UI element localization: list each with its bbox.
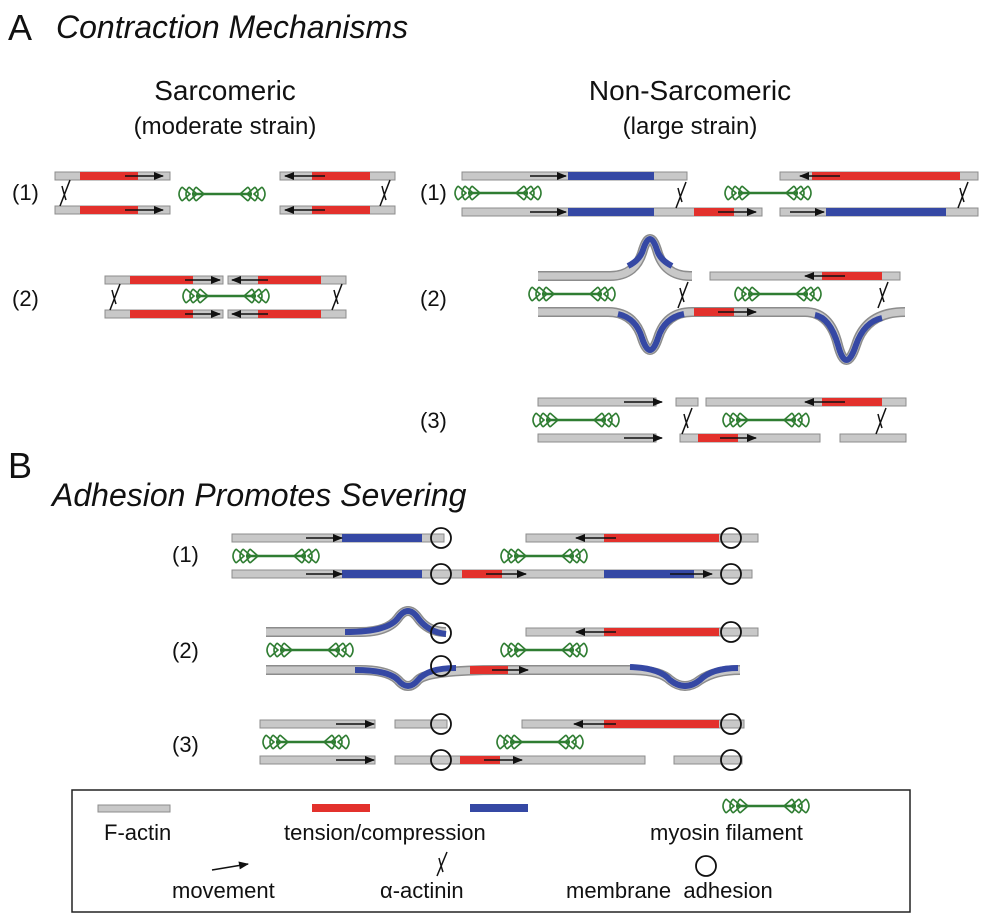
legend-alpha-actinin-label: α-actinin	[380, 878, 464, 903]
legend-adhesion-circle	[695, 855, 717, 877]
legend-adhesion-label: membrane adhesion	[566, 878, 773, 903]
row-label-a-nonsarc-1: (1)	[420, 180, 447, 205]
non-sarcomeric-subtitle: (large strain)	[623, 113, 758, 140]
row-label-a-sarc-1: (1)	[12, 180, 39, 205]
row-label-b-3: (3)	[172, 732, 199, 757]
panel-b-letter: B	[8, 445, 32, 486]
non-sarcomeric-state-1	[453, 171, 979, 217]
row-label-b-1: (1)	[172, 542, 199, 567]
legend-movement-label: movement	[172, 878, 275, 903]
legend-compression-swatch	[470, 804, 528, 812]
sarcomeric-subtitle: (moderate strain)	[134, 113, 317, 140]
sarcomeric-state-1	[54, 171, 396, 215]
panel-a-title: Contraction Mechanisms	[56, 9, 408, 45]
legend-myosin-label: myosin filament	[650, 820, 803, 845]
panel-a-letter: A	[8, 7, 32, 48]
adhesion-state-1	[231, 527, 759, 585]
sarcomeric-state-2	[104, 275, 347, 319]
row-label-b-2: (2)	[172, 638, 199, 663]
row-label-a-nonsarc-3: (3)	[420, 408, 447, 433]
row-label-a-sarc-2: (2)	[12, 286, 39, 311]
non-sarcomeric-title: Non-Sarcomeric	[589, 75, 791, 106]
adhesion-state-3	[259, 713, 745, 771]
legend-alpha-actinin-glyph	[436, 851, 448, 877]
panel-b-title: Adhesion Promotes Severing	[50, 477, 467, 513]
non-sarcomeric-state-2	[527, 234, 906, 365]
legend: F-actin tension/compression myosin filam…	[71, 789, 911, 913]
non-sarcomeric-state-3	[531, 397, 907, 443]
legend-actin-swatch	[97, 804, 171, 813]
adhesion-state-2	[265, 606, 759, 691]
legend-tension-swatch	[312, 804, 370, 812]
row-label-a-nonsarc-2: (2)	[420, 286, 447, 311]
sarcomeric-title: Sarcomeric	[154, 75, 296, 106]
legend-tension-label: tension/compression	[284, 820, 486, 845]
legend-movement-arrow	[211, 861, 249, 871]
legend-f-actin-label: F-actin	[104, 820, 171, 845]
